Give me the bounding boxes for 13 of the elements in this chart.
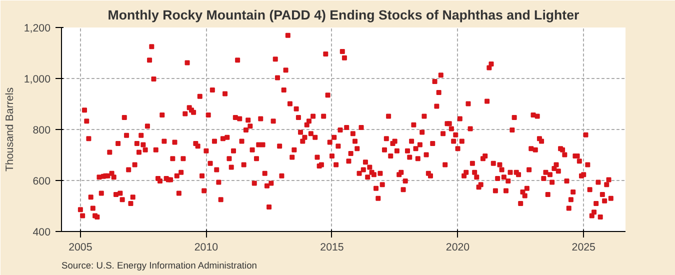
y-tick-label: 1,000 <box>24 74 51 86</box>
y-axis-title: Thousand Barrels <box>4 87 16 172</box>
x-tick-label: 2020 <box>446 242 470 254</box>
y-tick-label: 800 <box>32 124 51 136</box>
y-tick-label: 1,200 <box>24 22 51 34</box>
chart-title: Monthly Rocky Mountain (PADD 4) Ending Stocks of Naphthas and Lighter <box>108 8 580 22</box>
x-tick-label: 2015 <box>320 242 344 254</box>
source-note: Source: U.S. Energy Information Administration <box>62 260 257 270</box>
y-tick-label: 600 <box>32 176 51 188</box>
x-tick-label: 2025 <box>572 242 596 254</box>
x-tick-label: 2010 <box>194 242 218 254</box>
y-tick-label: 400 <box>32 226 51 238</box>
x-tick-label: 2005 <box>68 242 92 254</box>
